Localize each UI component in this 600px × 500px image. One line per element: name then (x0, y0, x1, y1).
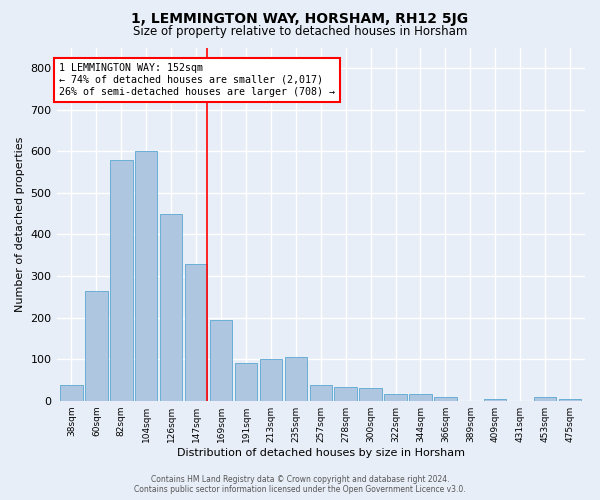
Text: 1, LEMMINGTON WAY, HORSHAM, RH12 5JG: 1, LEMMINGTON WAY, HORSHAM, RH12 5JG (131, 12, 469, 26)
Text: Size of property relative to detached houses in Horsham: Size of property relative to detached ho… (133, 25, 467, 38)
Bar (235, 364, 257, 401)
Bar (260, 359, 282, 401)
Bar (434, 396, 457, 400)
Bar (110, 160, 133, 400)
Text: 1 LEMMINGTON WAY: 152sqm
← 74% of detached houses are smaller (2,017)
26% of sem: 1 LEMMINGTON WAY: 152sqm ← 74% of detach… (59, 64, 335, 96)
Y-axis label: Number of detached properties: Number of detached properties (15, 136, 25, 312)
Bar (210, 320, 232, 400)
Bar (310, 385, 332, 400)
Bar (160, 214, 182, 400)
Bar (334, 387, 357, 400)
Bar (284, 357, 307, 401)
Bar (359, 388, 382, 400)
Bar (534, 396, 556, 400)
Bar (484, 398, 506, 400)
Bar (85, 290, 107, 401)
X-axis label: Distribution of detached houses by size in Horsham: Distribution of detached houses by size … (177, 448, 465, 458)
Bar (409, 394, 431, 400)
Bar (135, 152, 157, 400)
Bar (60, 385, 83, 400)
Bar (559, 398, 581, 400)
Bar (185, 264, 208, 400)
Bar (385, 394, 407, 400)
Text: Contains HM Land Registry data © Crown copyright and database right 2024.
Contai: Contains HM Land Registry data © Crown c… (134, 474, 466, 494)
